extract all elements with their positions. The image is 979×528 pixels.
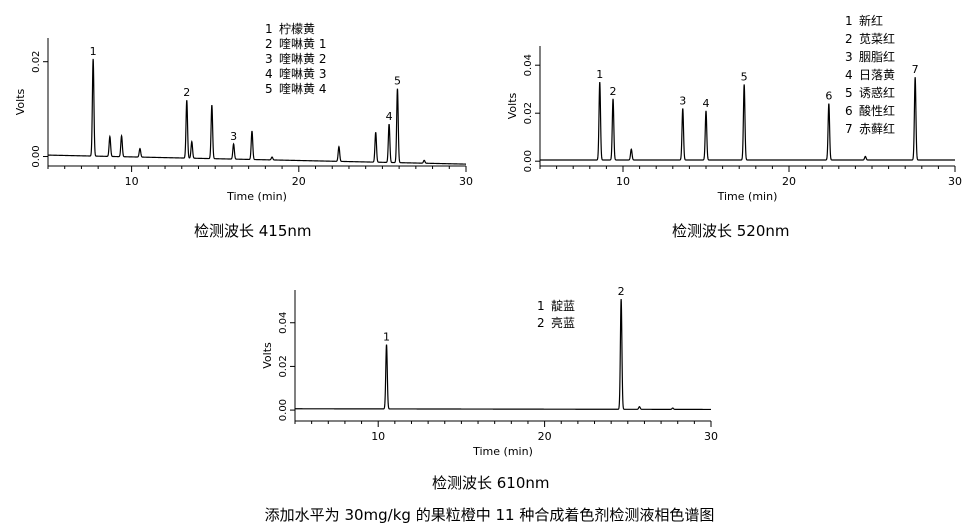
legend-entry-label: 日落黄 [859, 68, 896, 82]
legend-415nm: 1 柠檬黄 2 喹啉黄 1 3 喹啉黄 2 4 喹啉黄 3 5 喹啉黄 4 [265, 22, 326, 97]
chromatogram-trace [48, 58, 466, 165]
legend-entry-number: 3 [265, 52, 273, 66]
peak-label: 6 [825, 90, 832, 103]
legend-entry-label: 苋菜红 [859, 32, 896, 46]
y-tick-label: 0.00 [278, 399, 289, 421]
peak-label: 1 [383, 331, 390, 344]
legend-entry-number: 4 [845, 68, 853, 82]
legend-entry: 2 苋菜红 [845, 30, 895, 48]
legend-entry-label: 柠檬黄 [279, 22, 316, 36]
peak-label: 3 [230, 130, 237, 143]
title-610nm: 检测波长 610nm [432, 474, 550, 492]
legend-entry-number: 5 [265, 82, 273, 96]
y-tick-label: 0.02 [523, 102, 534, 124]
x-tick-label: 10 [371, 430, 385, 443]
y-tick-label: 0.00 [31, 145, 42, 167]
figure-caption: 添加水平为 30mg/kg 的果粒橙中 11 种合成着色剂检测液相色谱图 [264, 506, 715, 524]
legend-entry-label: 亮蓝 [551, 316, 576, 330]
legend-entry-label: 喹啉黄 3 [279, 67, 327, 81]
legend-entry-number: 2 [845, 32, 853, 46]
x-tick-label: 10 [125, 175, 139, 188]
legend-entry-label: 喹啉黄 1 [279, 37, 327, 51]
x-tick-label: 30 [948, 175, 962, 188]
legend-entry: 5 喹啉黄 4 [265, 82, 326, 97]
x-tick-label: 30 [459, 175, 473, 188]
legend-entry-number: 2 [537, 316, 545, 330]
legend-entry: 3 喹啉黄 2 [265, 52, 326, 67]
x-axis-label: Time (min) [226, 190, 287, 203]
y-tick-label: 0.02 [278, 355, 289, 377]
legend-entry-label: 诱惑红 [859, 86, 896, 100]
chromatogram-trace [540, 77, 955, 161]
legend-entry-label: 喹啉黄 4 [279, 82, 327, 96]
legend-entry-number: 2 [265, 37, 273, 51]
peak-label: 5 [394, 75, 401, 88]
legend-entry-number: 4 [265, 67, 273, 81]
legend-entry: 1 靛蓝 [537, 298, 575, 315]
legend-entry-label: 靛蓝 [551, 299, 576, 313]
legend-entry-label: 酸性红 [859, 104, 896, 118]
y-axis-label: Volts [14, 88, 27, 115]
legend-entry-label: 新红 [859, 14, 884, 28]
legend-entry-number: 1 [265, 22, 273, 36]
y-axis-label: Volts [261, 342, 274, 369]
peak-label: 4 [386, 110, 393, 123]
x-axis-label: Time (min) [472, 445, 533, 458]
title-520nm: 检测波长 520nm [672, 222, 790, 240]
legend-entry-label: 胭脂红 [859, 50, 896, 64]
legend-entry-number: 3 [845, 50, 853, 64]
legend-entry-number: 7 [845, 122, 853, 136]
x-tick-label: 20 [538, 430, 552, 443]
legend-entry-label: 喹啉黄 2 [279, 52, 327, 66]
legend-entry-label: 赤藓红 [859, 122, 896, 136]
legend-entry: 4 喹啉黄 3 [265, 67, 326, 82]
legend-610nm: 1 靛蓝 2 亮蓝 [537, 298, 575, 332]
legend-entry: 5 诱惑红 [845, 84, 895, 102]
peak-label: 7 [912, 63, 919, 76]
peak-label: 1 [90, 45, 97, 58]
x-tick-label: 10 [616, 175, 630, 188]
legend-entry: 2 亮蓝 [537, 315, 575, 332]
y-tick-label: 0.04 [278, 312, 289, 334]
peak-label: 2 [610, 85, 617, 98]
peak-label: 3 [679, 94, 686, 107]
legend-entry-number: 5 [845, 86, 853, 100]
legend-entry: 2 喹啉黄 1 [265, 37, 326, 52]
legend-entry: 7 赤藓红 [845, 120, 895, 138]
peak-label: 4 [703, 97, 710, 110]
x-tick-label: 20 [292, 175, 306, 188]
legend-entry-number: 1 [537, 299, 545, 313]
legend-520nm: 1 新红 2 苋菜红 3 胭脂红 4 日落黄 5 诱惑红 6 酸性红 7 赤藓红 [845, 12, 895, 138]
chromatogram-trace [295, 298, 711, 411]
y-tick-label: 0.02 [31, 51, 42, 73]
legend-entry: 6 酸性红 [845, 102, 895, 120]
peak-label: 2 [618, 285, 625, 298]
y-axis-label: Volts [506, 92, 519, 119]
legend-entry: 1 新红 [845, 12, 895, 30]
legend-entry: 4 日落黄 [845, 66, 895, 84]
legend-entry-number: 6 [845, 104, 853, 118]
legend-entry-number: 1 [845, 14, 853, 28]
peak-label: 5 [741, 70, 748, 83]
peak-label: 1 [596, 68, 603, 81]
title-415nm: 检测波长 415nm [194, 222, 312, 240]
y-tick-label: 0.04 [523, 54, 534, 76]
peak-label: 2 [183, 86, 190, 99]
y-tick-label: 0.00 [523, 150, 534, 172]
legend-entry: 1 柠檬黄 [265, 22, 326, 37]
legend-entry: 3 胭脂红 [845, 48, 895, 66]
x-tick-label: 20 [782, 175, 796, 188]
x-axis-label: Time (min) [717, 190, 778, 203]
x-tick-label: 30 [704, 430, 718, 443]
